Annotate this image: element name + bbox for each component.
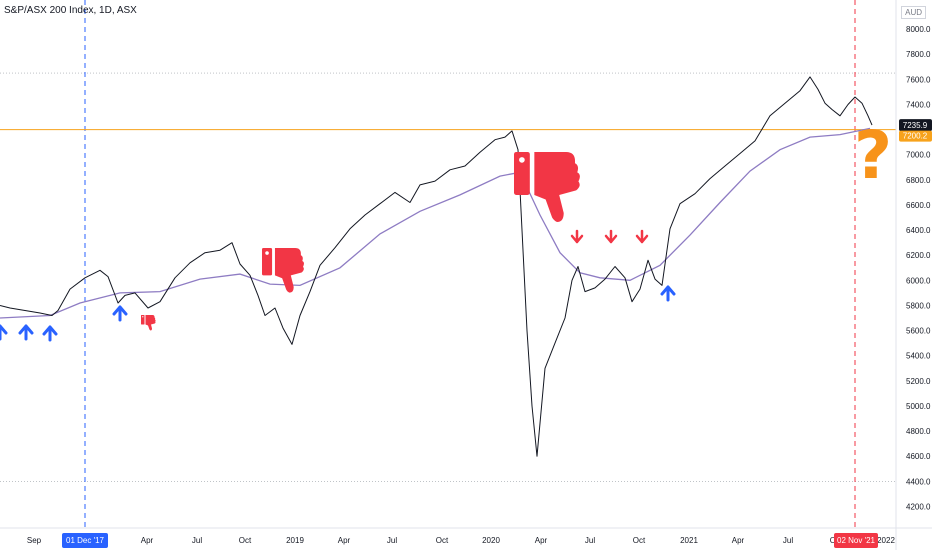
y-tick-label: 4600.0 — [906, 452, 931, 461]
down-arrow-icon — [635, 229, 649, 244]
x-tick-label: Apr — [338, 536, 351, 545]
y-tick-label: 5400.0 — [906, 352, 931, 361]
y-tick-label: 6000.0 — [906, 276, 931, 285]
date-badge-red — [834, 533, 878, 548]
thumbs-down-dot — [519, 157, 525, 163]
up-arrow-icon — [0, 324, 8, 341]
y-tick-label: 7400.0 — [906, 100, 931, 109]
thumbs-down-hand — [534, 152, 580, 223]
y-tick-label: 6600.0 — [906, 201, 931, 210]
up-arrow-icon — [42, 325, 58, 342]
y-tick-label: 6200.0 — [906, 251, 931, 260]
ma-value-label: 7200.2 — [903, 132, 928, 141]
x-tick-label: Jul — [192, 536, 202, 545]
y-tick-label: 5600.0 — [906, 327, 931, 336]
x-tick-label: Oct — [633, 536, 646, 545]
x-tick-label: Apr — [535, 536, 548, 545]
currency-label: AUD — [901, 6, 926, 19]
x-tick-label: Sep — [27, 536, 42, 545]
y-tick-label: 5000.0 — [906, 402, 931, 411]
up-arrow-icon — [660, 285, 676, 302]
thumbs-down-dot — [265, 251, 269, 255]
x-tick-label: 2021 — [680, 536, 698, 545]
x-tick-label: Oct — [239, 536, 252, 545]
last-price-label: 7235.9 — [903, 121, 928, 130]
y-tick-label: 5800.0 — [906, 301, 931, 310]
y-tick-label: 7600.0 — [906, 75, 931, 84]
x-tick-label: Apr — [732, 536, 745, 545]
x-tick-label: 2022 — [877, 536, 895, 545]
y-tick-label: 4800.0 — [906, 427, 931, 436]
y-tick-label: 7800.0 — [906, 50, 931, 59]
moving-average-line — [0, 127, 871, 319]
y-tick-label: 4200.0 — [906, 502, 931, 511]
x-tick-label: Jul — [585, 536, 595, 545]
date-badge-red-label: 02 Nov '21 — [837, 536, 876, 545]
thumbs-down-cuff — [262, 248, 273, 276]
thumbs-down-cuff — [514, 152, 530, 195]
thumbs-down-hand — [274, 248, 304, 293]
thumbs-down-hand — [145, 315, 156, 331]
question-mark-icon: ? — [854, 117, 892, 194]
thumbs-down-icon — [141, 315, 156, 331]
x-tick-label: 2019 — [286, 536, 304, 545]
down-arrow-icon — [570, 229, 584, 244]
thumbs-down-icon — [262, 248, 304, 293]
thumbs-down-cuff — [141, 315, 145, 325]
last-price-badge — [899, 119, 932, 132]
y-tick-label: 4400.0 — [906, 477, 931, 486]
down-arrow-icon — [604, 229, 618, 244]
x-tick-label: Oct — [436, 536, 449, 545]
up-arrow-icon — [18, 324, 34, 341]
thumbs-down-icon — [514, 152, 580, 223]
x-tick-label: Jul — [783, 536, 793, 545]
ma-value-badge — [899, 130, 932, 142]
x-tick-label: Apr — [141, 536, 154, 545]
y-tick-label: 5200.0 — [906, 377, 931, 386]
chart-title: S&P/ASX 200 Index, 1D, ASX — [4, 5, 137, 16]
y-tick-label: 7000.0 — [906, 151, 931, 160]
y-tick-label: 6400.0 — [906, 226, 931, 235]
price-line — [0, 76, 873, 457]
x-tick-label: Jul — [387, 536, 397, 545]
thumbs-down-dot — [142, 316, 144, 318]
date-badge-blue-label: 01 Dec '17 — [66, 536, 105, 545]
y-tick-label: 6800.0 — [906, 176, 931, 185]
up-arrow-icon — [112, 305, 128, 322]
y-tick-label: 8000.0 — [906, 25, 931, 34]
x-tick-label: 2020 — [482, 536, 500, 545]
date-badge-blue — [62, 533, 108, 548]
